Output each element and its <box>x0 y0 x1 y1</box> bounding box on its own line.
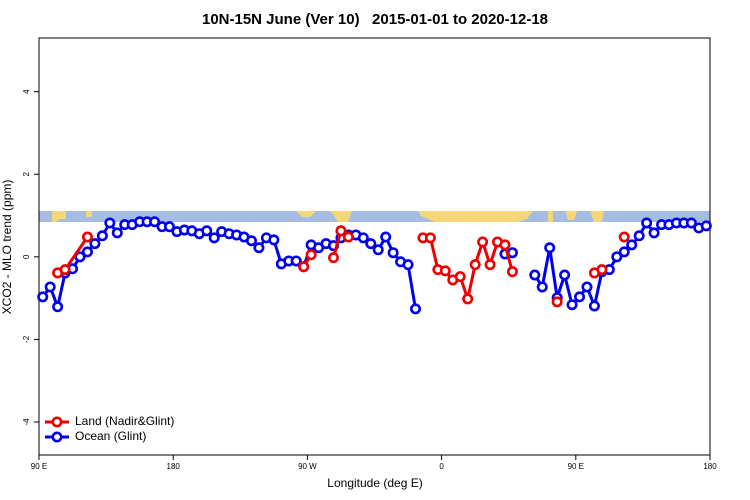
data-point <box>588 300 600 312</box>
data-point <box>469 259 481 271</box>
data-point <box>81 246 93 258</box>
y-axis-label: XCO2 - MLO trend (ppm) <box>0 180 14 315</box>
data-point <box>201 225 213 237</box>
x-tick-label: 90 W <box>298 462 317 471</box>
data-point <box>611 251 623 263</box>
data-point <box>89 238 101 250</box>
data-point <box>700 220 712 232</box>
data-point <box>208 232 220 244</box>
data-point <box>529 269 541 281</box>
data-point <box>44 281 56 293</box>
x-tick-label: 180 <box>167 462 181 471</box>
y-tick-label: 4 <box>22 89 31 94</box>
data-point <box>305 249 317 261</box>
data-point <box>484 259 496 271</box>
data-point <box>596 264 608 276</box>
data-point <box>574 291 586 303</box>
y-tick-label: 2 <box>22 171 31 176</box>
y-tick-label: 0 <box>22 254 31 259</box>
data-point <box>335 225 347 237</box>
data-point <box>566 299 578 311</box>
data-point <box>81 231 93 243</box>
data-point <box>633 230 645 242</box>
x-tick-label: 90 E <box>31 462 47 471</box>
data-point <box>424 232 436 244</box>
data-point <box>462 293 474 305</box>
x-tick-label: 180 <box>703 462 717 471</box>
data-point <box>536 281 548 293</box>
data-point <box>52 301 64 313</box>
data-point <box>342 231 354 243</box>
data-point <box>506 266 518 278</box>
data-point <box>618 246 630 258</box>
x-axis-label: Longitude (deg E) <box>327 476 422 490</box>
legend-label: Land (Nadir&Glint) <box>75 414 174 428</box>
map-strip <box>39 211 710 222</box>
x-tick-label: 0 <box>439 462 444 471</box>
data-point <box>327 252 339 264</box>
legend-marker <box>51 431 63 443</box>
data-point <box>685 217 697 229</box>
data-point <box>96 230 108 242</box>
data-point <box>402 259 414 271</box>
y-tick-label: -2 <box>22 335 31 343</box>
legend-marker <box>51 416 63 428</box>
data-point <box>37 291 49 303</box>
data-point <box>74 251 86 263</box>
data-point <box>618 231 630 243</box>
data-point <box>454 271 466 283</box>
data-point <box>59 264 71 276</box>
data-point <box>163 221 175 233</box>
legend-label: Ocean (Glint) <box>75 429 146 443</box>
data-point <box>298 261 310 273</box>
data-point <box>111 227 123 239</box>
data-point <box>372 244 384 256</box>
y-tick-label: -4 <box>22 418 31 426</box>
data-point <box>559 269 571 281</box>
data-point <box>648 227 660 239</box>
data-point <box>245 235 257 247</box>
x-tick-label: 90 E <box>568 462 584 471</box>
data-point <box>290 255 302 267</box>
data-point <box>551 296 563 308</box>
chart-title: 10N-15N June (Ver 10) 2015-01-01 to 2020… <box>202 11 548 28</box>
data-point <box>581 281 593 293</box>
data-point <box>387 247 399 259</box>
data-point <box>410 303 422 315</box>
data-point <box>439 265 451 277</box>
data-point <box>499 239 511 251</box>
data-point <box>357 232 369 244</box>
data-point <box>506 247 518 259</box>
plot-frame <box>38 37 711 456</box>
data-point <box>268 234 280 246</box>
data-point <box>104 217 116 229</box>
data-point <box>641 217 653 229</box>
data-point <box>365 238 377 250</box>
data-point <box>544 242 556 254</box>
data-point <box>380 231 392 243</box>
data-point <box>253 242 265 254</box>
data-point <box>477 236 489 248</box>
data-point <box>149 216 161 228</box>
data-point <box>626 239 638 251</box>
